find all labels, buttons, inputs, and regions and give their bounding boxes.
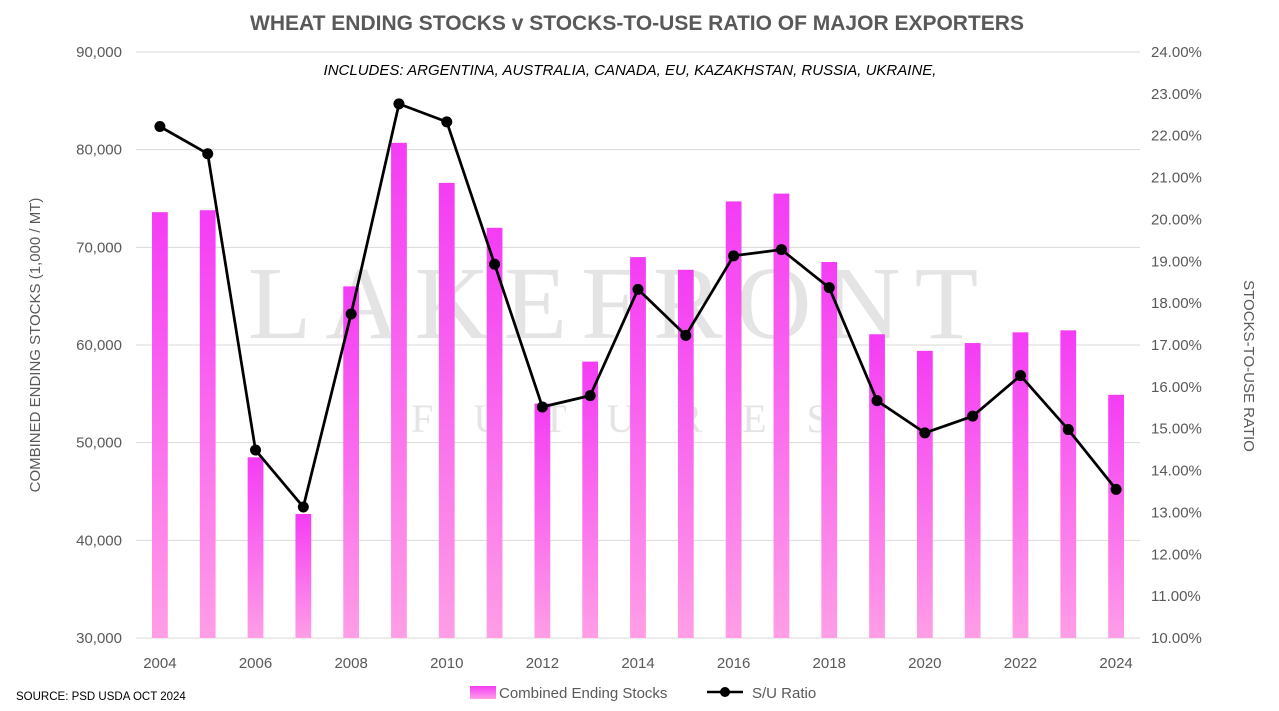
ratio-point	[1062, 424, 1074, 436]
bar	[534, 403, 551, 638]
legend-swatch-marker	[720, 687, 730, 697]
left-tick-label: 60,000	[76, 337, 122, 354]
line-series	[154, 98, 1122, 513]
ratio-point	[1110, 483, 1122, 495]
bar	[391, 142, 407, 638]
ratio-point	[823, 282, 835, 294]
bar	[1012, 332, 1029, 638]
bar	[438, 182, 455, 638]
ratio-point	[345, 308, 357, 320]
right-tick-label: 15.00%	[1151, 421, 1202, 438]
bar	[916, 350, 933, 638]
right-axis-ticks: 10.00% 11.00% 12.00% 13.00% 14.00% 15.00% 16.0…	[1151, 44, 1202, 647]
ratio-point	[250, 444, 262, 456]
ratio-point	[728, 250, 740, 262]
right-axis-title: STOCKS-TO-USE RATIO	[1240, 280, 1257, 452]
right-tick-label: 21.00%	[1151, 170, 1202, 187]
ratio-point	[680, 329, 692, 341]
source-note: SOURCE: PSD USDA OCT 2024	[16, 691, 186, 703]
left-tick-label: 50,000	[76, 435, 122, 452]
bar	[247, 457, 264, 638]
x-tick-label: 2020	[908, 655, 941, 672]
right-tick-label: 12.00%	[1151, 546, 1202, 563]
ratio-point	[632, 283, 644, 295]
left-tick-label: 80,000	[76, 142, 122, 159]
right-tick-label: 23.00%	[1151, 86, 1202, 103]
legend-swatch-bars	[470, 686, 496, 699]
ratio-point	[489, 258, 501, 270]
bar	[199, 210, 216, 638]
x-tick-label: 2018	[813, 655, 846, 672]
right-tick-label: 16.00%	[1151, 379, 1202, 396]
bar	[964, 343, 981, 638]
bar	[343, 286, 360, 638]
bar	[630, 257, 646, 638]
right-tick-label: 13.00%	[1151, 504, 1202, 521]
ratio-point	[536, 401, 548, 413]
bar	[677, 269, 694, 638]
x-tick-label: 2022	[1004, 655, 1037, 672]
x-tick-label: 2006	[239, 655, 272, 672]
ratio-point	[393, 98, 405, 110]
bar	[152, 212, 168, 638]
ratio-point	[1014, 370, 1026, 382]
legend-label-stocks: Combined Ending Stocks	[499, 685, 667, 702]
x-tick-label: 2024	[1099, 655, 1132, 672]
left-axis-ticks: 30,000 40,000 50,000 60,000 70,000 80,000 90,0…	[76, 44, 122, 647]
x-tick-label: 2004	[143, 655, 176, 672]
right-tick-label: 17.00%	[1151, 337, 1202, 354]
bar	[1060, 330, 1077, 638]
x-tick-label: 2008	[334, 655, 367, 672]
bar	[486, 227, 503, 639]
left-tick-label: 70,000	[76, 239, 122, 256]
bar	[725, 201, 742, 638]
right-tick-label: 19.00%	[1151, 253, 1202, 270]
bar	[582, 361, 599, 638]
left-axis-title: COMBINED ENDING STOCKS (1,000 / MT)	[27, 198, 44, 493]
bar	[869, 334, 885, 638]
ratio-point	[919, 427, 931, 439]
legend-label-ratio: S/U Ratio	[752, 685, 816, 702]
ratio-point	[871, 395, 883, 407]
bar	[295, 513, 312, 638]
x-tick-label: 2012	[526, 655, 559, 672]
chart-title: WHEAT ENDING STOCKS v STOCKS-TO-USE RATI…	[250, 12, 1024, 35]
ratio-point	[297, 501, 309, 513]
x-tick-label: 2014	[621, 655, 654, 672]
x-tick-label: 2010	[430, 655, 463, 672]
right-tick-label: 14.00%	[1151, 463, 1202, 480]
left-tick-label: 90,000	[76, 44, 122, 61]
bar-series	[152, 142, 1124, 639]
x-axis-ticks: 2004 2006 2008 2010 2012 2014 2016 2018 2020 2022…	[143, 655, 1133, 672]
ratio-point	[202, 148, 214, 160]
bar	[1108, 394, 1124, 638]
ratio-point	[154, 121, 166, 133]
x-tick-label: 2016	[717, 655, 750, 672]
ratio-point	[775, 244, 787, 256]
right-tick-label: 24.00%	[1151, 44, 1202, 61]
legend: Combined Ending Stocks S/U Ratio	[470, 685, 816, 702]
ratio-point	[967, 410, 979, 422]
right-tick-label: 18.00%	[1151, 295, 1202, 312]
right-tick-label: 22.00%	[1151, 128, 1202, 145]
right-tick-label: 11.00%	[1151, 588, 1201, 605]
watermark-sub: FUTURES	[411, 396, 869, 441]
bar	[773, 193, 790, 638]
left-tick-label: 40,000	[76, 532, 122, 549]
ratio-point	[584, 390, 596, 402]
right-tick-label: 20.00%	[1151, 211, 1202, 228]
left-tick-label: 30,000	[76, 630, 122, 647]
chart-subtitle: INCLUDES: ARGENTINA, AUSTRALIA, CANADA, …	[324, 62, 937, 79]
right-tick-label: 10.00%	[1151, 630, 1202, 647]
bar	[821, 261, 838, 638]
ratio-point	[441, 116, 453, 128]
